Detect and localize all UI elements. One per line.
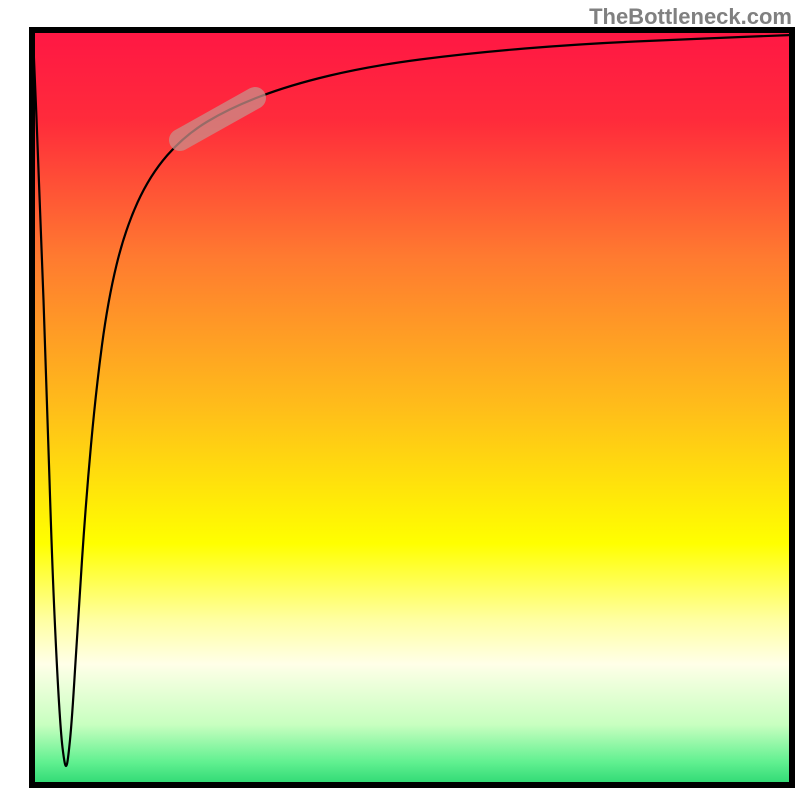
watermark-text: TheBottleneck.com — [589, 4, 792, 30]
chart-container: { "watermark": { "text": "TheBottleneck.… — [0, 0, 800, 800]
plot-background — [32, 30, 792, 785]
bottleneck-chart — [0, 0, 800, 800]
